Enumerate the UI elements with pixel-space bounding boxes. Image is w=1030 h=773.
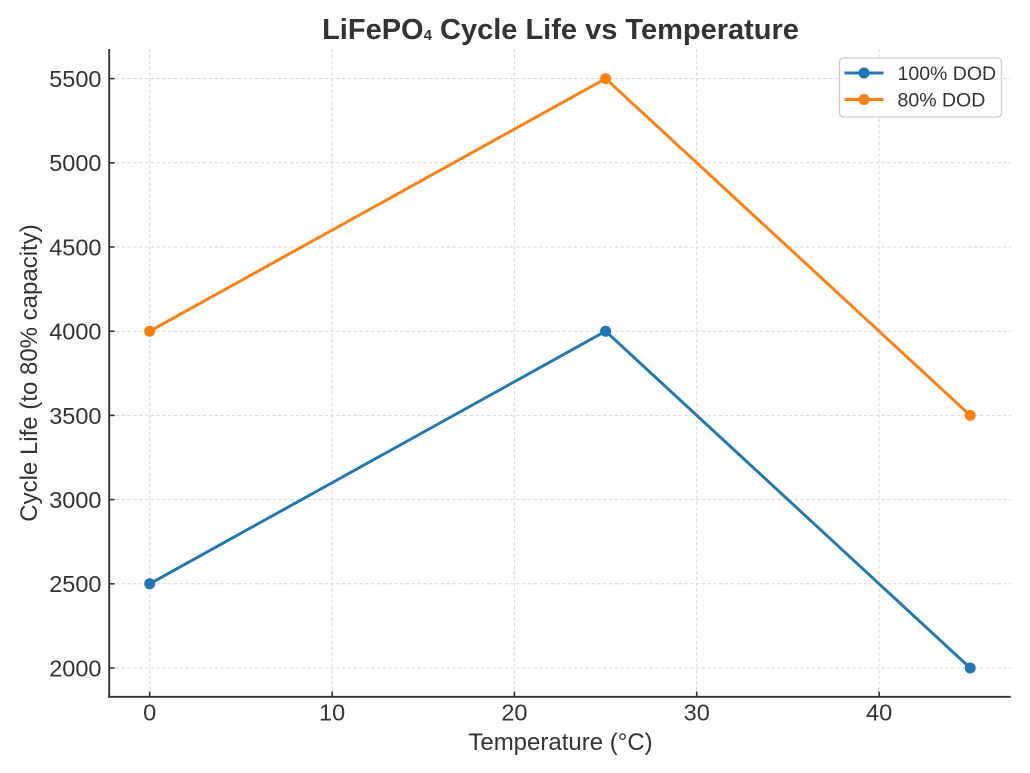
svg-text:5500: 5500 [49, 66, 101, 92]
svg-text:3500: 3500 [49, 403, 101, 429]
svg-text:4500: 4500 [49, 234, 101, 260]
svg-text:Temperature (°C): Temperature (°C) [468, 729, 652, 756]
svg-text:30: 30 [684, 700, 710, 726]
svg-text:2500: 2500 [49, 571, 101, 597]
svg-text:5000: 5000 [49, 150, 101, 176]
svg-text:2000: 2000 [49, 655, 101, 681]
svg-text:LiFePO4 Cycle Life vs Temperat: LiFePO4 Cycle Life vs Temperature [322, 14, 799, 46]
svg-text:3000: 3000 [49, 487, 101, 513]
svg-text:100% DOD: 100% DOD [898, 63, 997, 85]
svg-text:40: 40 [866, 700, 892, 726]
svg-text:20: 20 [501, 700, 527, 726]
svg-text:4000: 4000 [49, 319, 101, 345]
svg-text:80% DOD: 80% DOD [898, 90, 986, 112]
svg-text:0: 0 [143, 700, 156, 726]
svg-text:10: 10 [319, 700, 345, 726]
svg-text:Cycle Life (to 80% capacity): Cycle Life (to 80% capacity) [16, 224, 43, 521]
